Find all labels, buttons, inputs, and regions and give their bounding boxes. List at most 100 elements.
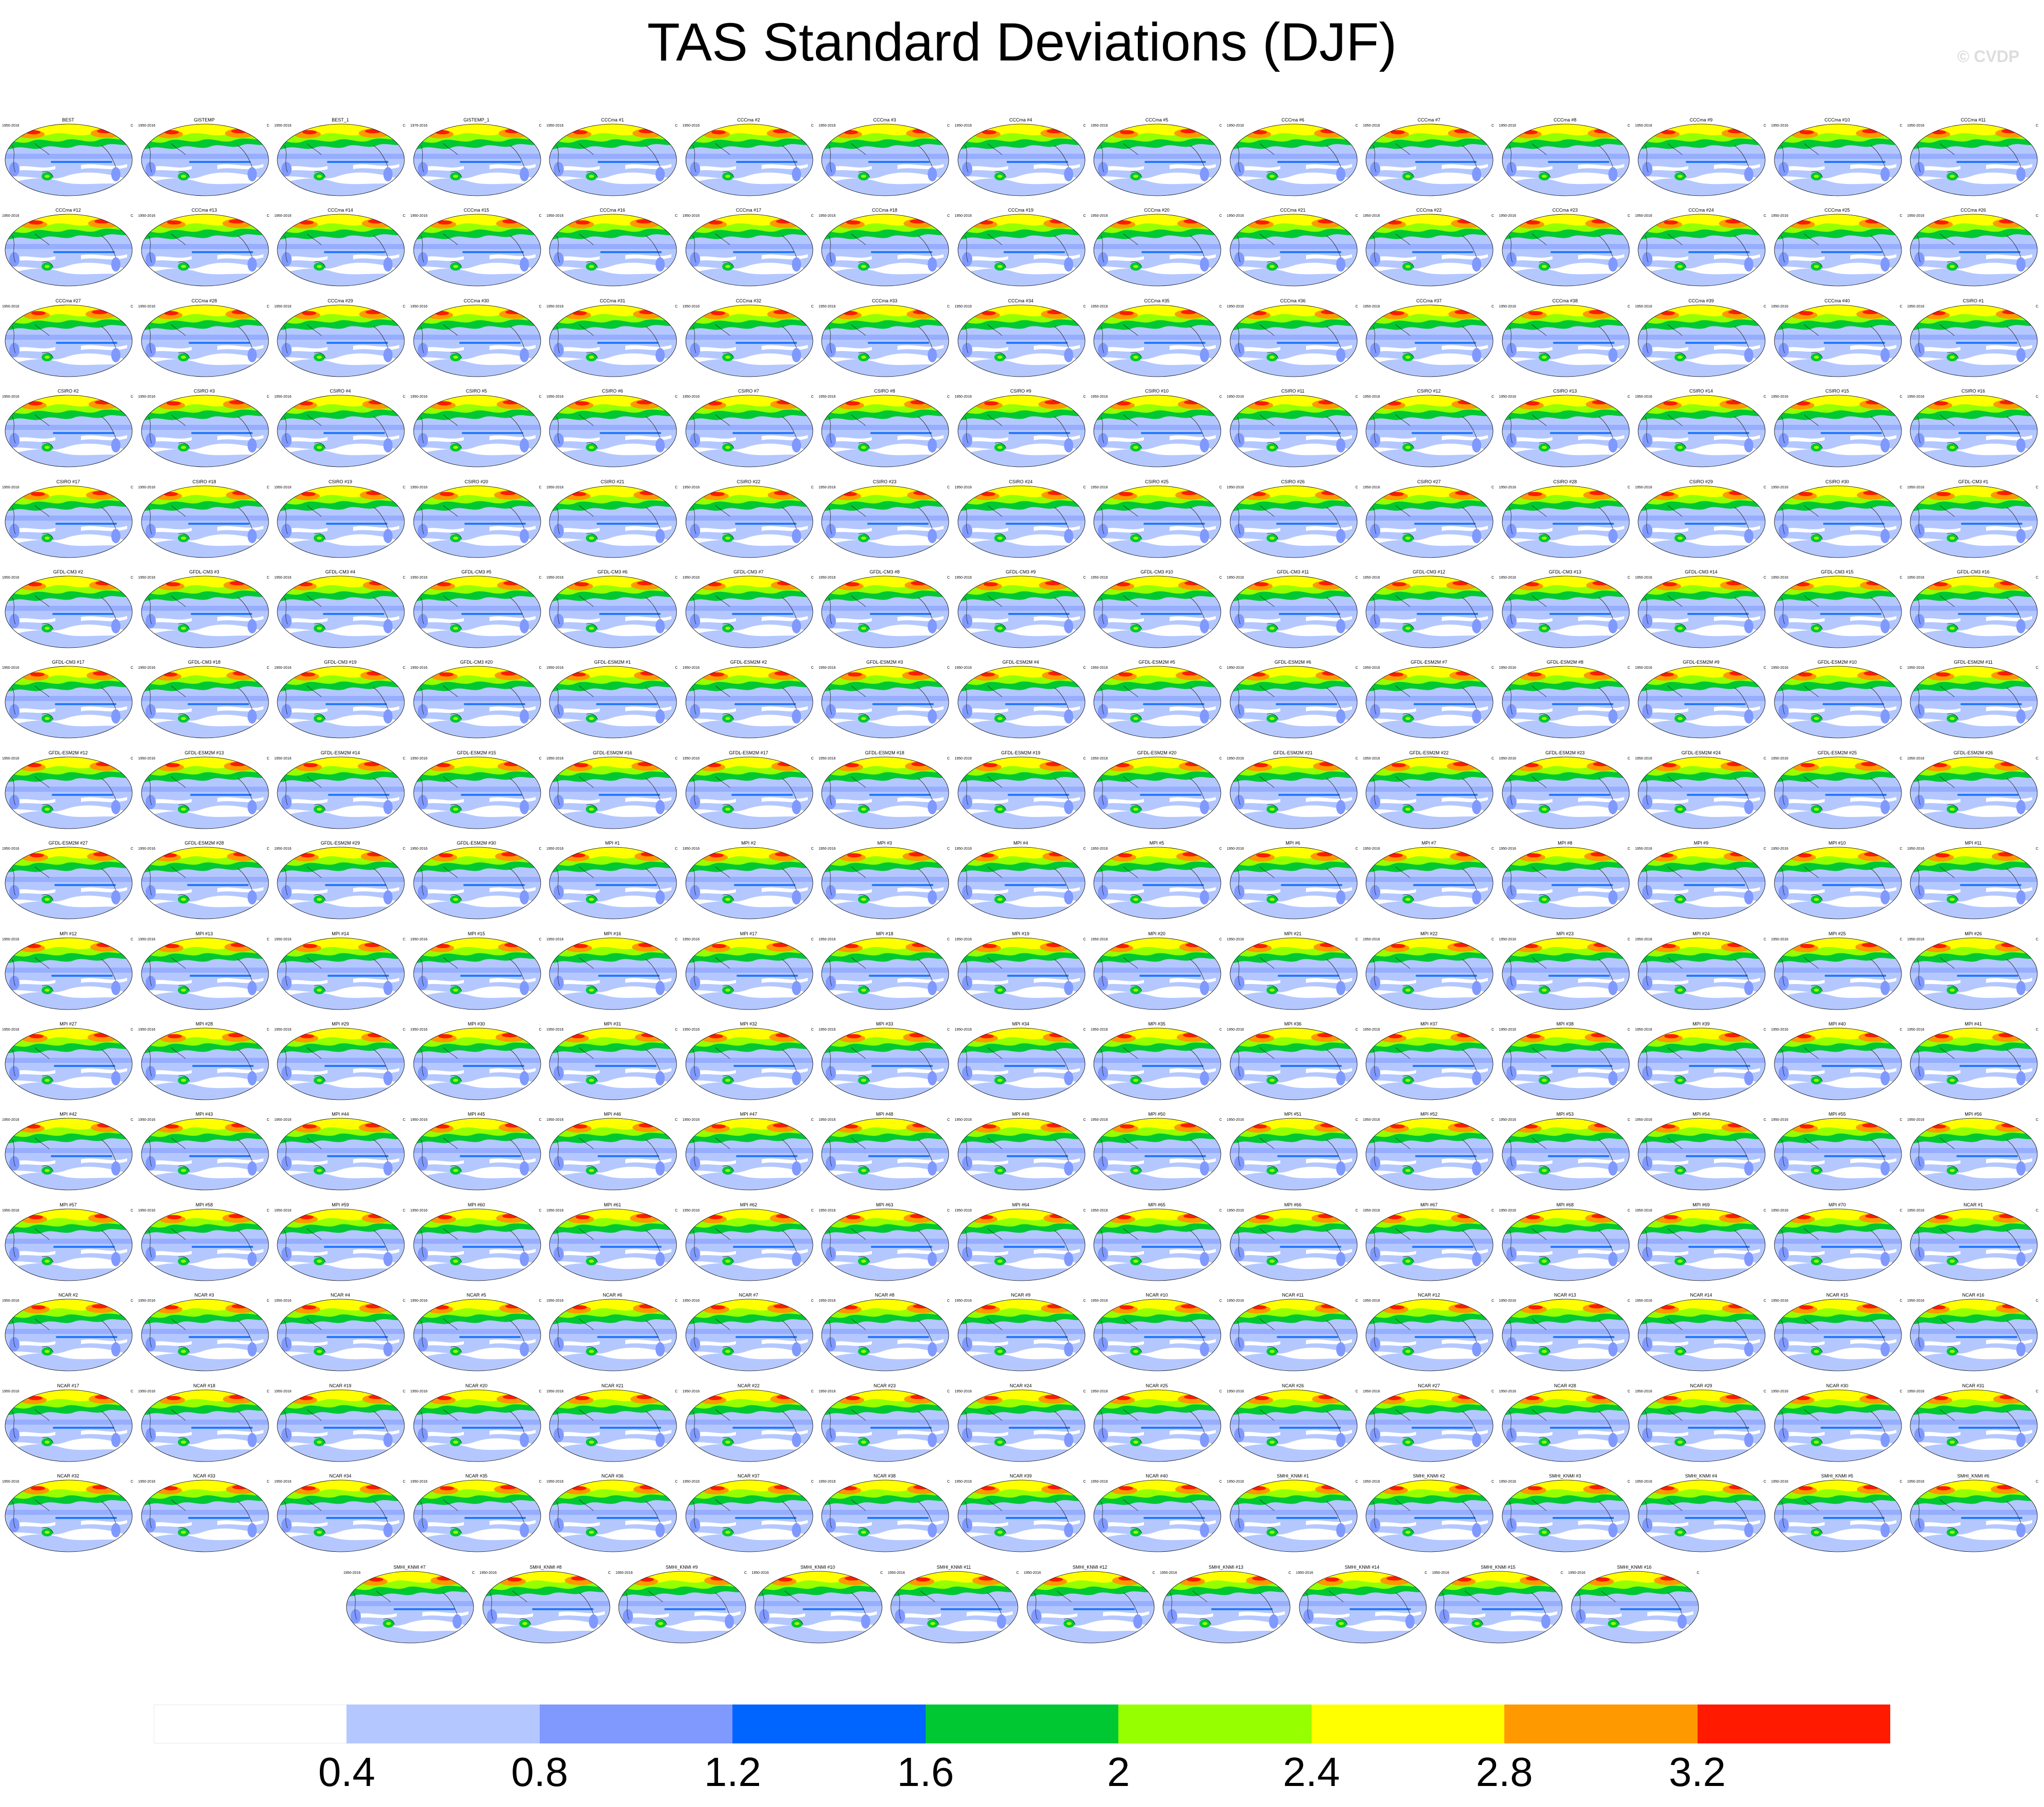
map-panel: GFDL-ESM2M #29 1950-2016 C (273, 840, 407, 921)
map-border (957, 124, 1085, 196)
high-latitude-land (1638, 756, 1765, 769)
australia-land (1133, 175, 1138, 178)
high-latitude-land (277, 847, 404, 859)
south-america-land (1880, 1251, 1890, 1266)
mid-variance-band (1774, 696, 1902, 702)
mid-variance-band (685, 1329, 813, 1334)
world-map (1638, 395, 1766, 467)
coastline (965, 414, 1069, 449)
world-map (1230, 756, 1357, 829)
australia-land (725, 446, 730, 449)
south-america-land (656, 438, 665, 453)
low-variance-ocean (559, 437, 600, 443)
siberia-hotspot (1390, 311, 1404, 315)
panel-title: MPI #4 (1013, 840, 1028, 846)
australia-land (1133, 536, 1138, 540)
panel-years: 1950-2016 (1907, 214, 1925, 218)
south-america-land (1336, 1251, 1345, 1266)
map-panel: MPI #34 1950-2016 C (954, 1021, 1088, 1102)
panel-title: CCCma #31 (600, 298, 625, 303)
panel-title: MPI #33 (876, 1021, 893, 1026)
panel-title: CCCma #3 (873, 117, 896, 122)
panel-units: C (402, 124, 405, 128)
tropical-pacific-band (1686, 161, 1747, 163)
mid-variance-band (549, 967, 677, 973)
high-latitude-land (1230, 304, 1357, 317)
tropical-pacific-band (1413, 1065, 1474, 1067)
siberia-hotspot (1800, 943, 1814, 948)
panel-years: 1950-2016 (1771, 395, 1788, 399)
tropical-pacific-band (1550, 1245, 1612, 1248)
panel-title: GFDL-CM3 #15 (1821, 569, 1854, 574)
mid-variance-band (1230, 154, 1357, 159)
siberia-hotspot (1255, 1215, 1270, 1219)
map-panel: NCAR #9 1950-2016 C (954, 1292, 1088, 1373)
panel-units: C (2035, 304, 2038, 309)
panel-units: C (402, 214, 405, 218)
australia-land (45, 717, 50, 721)
australia-land (861, 175, 866, 178)
low-variance-ocean (559, 166, 600, 171)
tropical-pacific-band (1415, 161, 1477, 163)
australia-land (1133, 898, 1138, 901)
panel-years: 1950-2016 (1091, 124, 1108, 128)
north-america-hotspot (774, 852, 791, 857)
south-america-land (1200, 528, 1209, 543)
australia-land (1133, 1169, 1138, 1173)
panel-units: C (539, 124, 542, 128)
panel-title: MPI #13 (195, 931, 213, 936)
australia-land (1950, 717, 1955, 721)
tropical-pacific-band (1688, 251, 1750, 254)
low-variance-ocean (141, 172, 269, 186)
north-america-hotspot (1049, 219, 1066, 224)
map-panel: MPI #61 1950-2016 C (545, 1202, 680, 1283)
map-panel: GFDL-CM3 #8 1950-2016 C (817, 569, 952, 650)
coastline (1917, 324, 2021, 358)
north-america-hotspot (1588, 1304, 1605, 1309)
australia-land (45, 175, 50, 178)
world-map (549, 937, 677, 1010)
mid-variance-band (141, 1148, 269, 1154)
panel-title: GFDL-ESM2M #12 (48, 750, 88, 755)
mid-variance-band (1638, 1058, 1765, 1063)
high-latitude-land (141, 847, 269, 859)
siberia-hotspot (711, 130, 726, 134)
low-variance-ocean (150, 527, 192, 533)
map-border (413, 124, 541, 196)
tropical-pacific-band (732, 251, 794, 254)
map-border (413, 395, 541, 467)
high-latitude-land (1366, 1208, 1493, 1221)
panel-units: C (1083, 304, 1086, 309)
map-panel: CCCma #23 1950-2016 C (1498, 207, 1632, 288)
tropical-pacific-band (55, 703, 116, 706)
siberia-hotspot (303, 943, 317, 948)
mid-variance-band (1366, 1148, 1493, 1154)
mid-variance-band (549, 606, 677, 611)
panel-units: C (1763, 304, 1766, 309)
high-latitude-land (277, 124, 404, 136)
siberia-hotspot (1525, 220, 1540, 225)
australia-land (1541, 898, 1547, 901)
world-map (1774, 1118, 1902, 1190)
map-panel: MPI #56 1950-2016 C (1906, 1111, 2040, 1192)
high-latitude-land (549, 124, 677, 136)
panel-title: MPI #35 (1148, 1021, 1166, 1026)
south-america-land (1064, 619, 1073, 633)
tropical-pacific-band (1003, 1245, 1065, 1248)
south-america-land (1336, 1342, 1345, 1357)
map-border (1774, 395, 1902, 467)
south-america-land (519, 709, 529, 724)
tropical-pacific-band (461, 432, 523, 435)
tropical-pacific-band (736, 974, 798, 977)
map-border (1230, 124, 1357, 196)
mid-variance-band (1638, 515, 1765, 521)
north-america-hotspot (1590, 1033, 1607, 1037)
panel-units: C (947, 395, 950, 399)
tropical-pacific-band (188, 522, 250, 525)
siberia-hotspot (31, 311, 46, 315)
high-latitude-land (822, 666, 949, 678)
south-america-land (1472, 347, 1481, 362)
panel-title: CSIRO #14 (1689, 388, 1713, 394)
map-panel: CSIRO #5 1950-2016 C (410, 388, 544, 469)
siberia-hotspot (1660, 491, 1674, 496)
